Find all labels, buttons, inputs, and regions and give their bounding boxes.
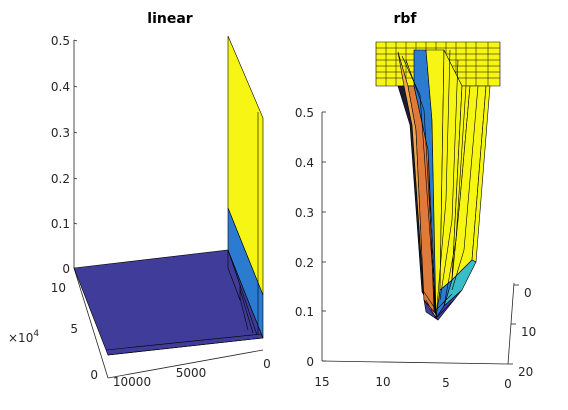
linear-z-tick-label: 0.2 [51,172,70,186]
linear-surface-ridge-cap [227,249,241,301]
rbf-title: rbf [393,11,417,27]
linear-y-tick-label: 0 [90,368,98,382]
linear-x-tick-label: 10000 [113,375,151,389]
rbf-subplot: rbf 0.5 0.4 0.3 0.2 0.1 0 15 10 5 [295,11,536,391]
linear-x-tick-label: 0 [263,357,271,371]
rbf-y-tick-label: 0 [524,286,532,300]
linear-y-tick-label: 10 [51,281,66,295]
rbf-y-tick-label: 10 [521,325,536,339]
linear-z-tick-label: 0 [62,262,70,276]
rbf-z-tick-label: 0.4 [295,156,314,170]
rbf-y-axis [507,282,515,365]
rbf-x-axis [321,360,509,365]
rbf-z-tick-label: 0 [306,355,314,369]
linear-surface-ridge-blue [227,207,264,339]
rbf-x-tick-label: 0 [504,377,512,391]
linear-title: linear [147,11,193,27]
rbf-z-tick-label: 0.3 [295,206,314,220]
linear-x-tick-label: 5000 [176,366,207,380]
rbf-x-tick-label: 5 [442,376,450,390]
rbf-z-tick-marks [322,111,326,362]
linear-y-exponent: ×104 [8,329,39,345]
rbf-z-tick-label: 0.1 [295,305,314,319]
rbf-y-tick-marks [508,284,519,365]
linear-z-tick-label: 0.1 [51,217,70,231]
linear-z-tick-label: 0.4 [51,80,70,94]
rbf-surface-mesh-lines [401,49,479,319]
linear-y-tick-label: 5 [70,322,78,336]
linear-z-tick-marks [73,39,78,270]
linear-subplot: linear 0.5 0.4 0.3 0.2 0.1 0 10 5 0 ×104… [8,11,271,389]
rbf-y-tick-label: 20 [518,365,533,379]
rbf-surface-funnel [397,49,491,321]
rbf-x-tick-label: 15 [314,375,329,389]
linear-z-tick-label: 0.3 [51,126,70,140]
rbf-x-tick-label: 10 [375,375,390,389]
rbf-z-tick-label: 0.2 [295,256,314,270]
linear-z-tick-label: 0.5 [51,34,70,48]
linear-x-axis [107,349,264,379]
rbf-z-tick-label: 0.5 [295,106,314,120]
linear-y-axis [73,267,109,379]
